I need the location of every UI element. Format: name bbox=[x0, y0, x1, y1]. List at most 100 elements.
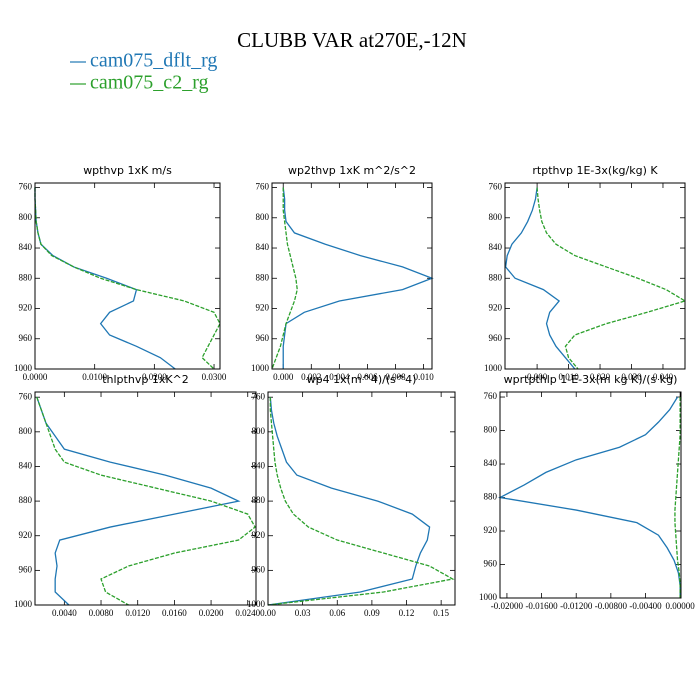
x-tick-label: -0.02000 bbox=[491, 601, 524, 611]
x-tick-label: -0.00400 bbox=[629, 601, 662, 611]
x-tick-label: 0.03 bbox=[295, 608, 311, 618]
plot-frame bbox=[499, 391, 682, 599]
x-tick-label: 0.0100 bbox=[82, 372, 107, 382]
x-tick-label: 0.002 bbox=[301, 372, 321, 382]
x-tick-label: 0.020 bbox=[590, 372, 611, 382]
y-tick-label: 840 bbox=[484, 458, 498, 468]
y-tick-label: 800 bbox=[489, 212, 503, 222]
y-tick-label: 840 bbox=[19, 242, 33, 252]
y-tick-label: 760 bbox=[484, 391, 498, 401]
series-line bbox=[282, 187, 434, 369]
y-tick-label: 960 bbox=[489, 333, 503, 343]
x-tick-label: 0.030 bbox=[621, 372, 642, 382]
y-tick-label: 800 bbox=[256, 212, 270, 222]
panel-title: rtpthvp 1E-3x(kg/kg) K bbox=[532, 164, 658, 177]
figure-title: CLUBB VAR at270E,-12N bbox=[237, 28, 467, 52]
x-tick-label: -0.00800 bbox=[595, 601, 628, 611]
x-tick-label: 0.09 bbox=[364, 608, 380, 618]
x-tick-label: 0.004 bbox=[329, 372, 350, 382]
y-tick-label: 840 bbox=[252, 461, 266, 471]
plot-frame bbox=[267, 391, 456, 606]
y-tick-label: 920 bbox=[484, 525, 498, 535]
y-tick-label: 760 bbox=[256, 182, 270, 192]
y-tick-label: 1000 bbox=[14, 599, 33, 609]
series-line bbox=[504, 187, 576, 370]
x-tick-label: 0.010 bbox=[413, 372, 434, 382]
y-tick-label: 840 bbox=[489, 242, 503, 252]
y-tick-label: 1000 bbox=[247, 599, 266, 609]
x-tick-label: -0.01600 bbox=[525, 601, 558, 611]
x-tick-label: 0.00000 bbox=[666, 601, 696, 611]
y-tick-label: 1000 bbox=[479, 592, 498, 602]
y-tick-label: 880 bbox=[252, 495, 266, 505]
x-tick-label: 0.15 bbox=[433, 608, 449, 618]
series-line bbox=[674, 397, 681, 598]
y-tick-label: 1000 bbox=[484, 363, 503, 373]
y-tick-label: 880 bbox=[489, 272, 503, 282]
y-tick-label: 800 bbox=[484, 425, 498, 435]
y-tick-label: 760 bbox=[19, 391, 33, 401]
y-tick-label: 960 bbox=[19, 333, 33, 343]
x-tick-label: 0.006 bbox=[357, 372, 378, 382]
x-tick-label: 0.0240 bbox=[235, 608, 260, 618]
x-tick-label: 0.0080 bbox=[89, 608, 114, 618]
y-tick-label: 960 bbox=[252, 564, 266, 574]
series-line bbox=[36, 396, 241, 606]
y-tick-label: 880 bbox=[484, 492, 498, 502]
x-tick-label: 0.040 bbox=[653, 372, 674, 382]
series-line bbox=[36, 396, 256, 606]
y-tick-label: 840 bbox=[19, 461, 33, 471]
series-line bbox=[271, 187, 298, 370]
legend-label: cam075_c2_rg bbox=[90, 72, 209, 94]
x-tick-label: 0.0040 bbox=[52, 608, 77, 618]
series-line bbox=[267, 397, 455, 606]
panel-title: thlpthvp 1xK^2 bbox=[102, 373, 189, 386]
y-tick-label: 920 bbox=[489, 303, 503, 313]
x-tick-label: 0.0300 bbox=[202, 372, 227, 382]
y-tick-label: 760 bbox=[252, 391, 266, 401]
y-tick-label: 920 bbox=[19, 530, 33, 540]
y-tick-label: 960 bbox=[484, 559, 498, 569]
x-tick-label: 0.06 bbox=[329, 608, 345, 618]
y-tick-label: 920 bbox=[252, 530, 266, 540]
x-tick-label: 0.0000 bbox=[23, 372, 48, 382]
y-tick-label: 1000 bbox=[14, 363, 33, 373]
y-tick-label: 800 bbox=[252, 426, 266, 436]
y-tick-label: 840 bbox=[256, 242, 270, 252]
series-line bbox=[497, 396, 681, 598]
plot-frame bbox=[34, 391, 257, 606]
panel-title: wpthvp 1xK m/s bbox=[83, 164, 172, 177]
x-tick-label: 0.000 bbox=[273, 372, 294, 382]
x-tick-label: 0.010 bbox=[558, 372, 579, 382]
x-tick-label: 0.0200 bbox=[199, 608, 224, 618]
y-tick-label: 1000 bbox=[251, 363, 270, 373]
y-tick-label: 760 bbox=[489, 182, 503, 192]
y-tick-label: 960 bbox=[256, 333, 270, 343]
plot-frame bbox=[34, 182, 221, 370]
y-tick-label: 920 bbox=[256, 303, 270, 313]
panel-title: wp4 1x(m^4)/(s^4) bbox=[307, 373, 417, 386]
x-tick-label: 0.000 bbox=[527, 372, 548, 382]
plot-frame bbox=[504, 182, 686, 370]
y-tick-label: 760 bbox=[19, 182, 33, 192]
x-tick-label: 0.00 bbox=[260, 608, 276, 618]
y-tick-label: 880 bbox=[19, 495, 33, 505]
series-line bbox=[267, 397, 431, 606]
series-line bbox=[536, 187, 687, 370]
y-tick-label: 960 bbox=[19, 564, 33, 574]
panel-title: wp2thvp 1xK m^2/s^2 bbox=[288, 164, 416, 177]
series-line bbox=[34, 187, 221, 370]
y-tick-label: 880 bbox=[256, 272, 270, 282]
x-tick-label: 0.0200 bbox=[142, 372, 167, 382]
x-tick-label: 0.008 bbox=[385, 372, 406, 382]
legend-label: cam075_dflt_rg bbox=[90, 50, 217, 72]
y-tick-label: 880 bbox=[19, 272, 33, 282]
y-tick-label: 800 bbox=[19, 212, 33, 222]
x-tick-label: -0.01200 bbox=[560, 601, 593, 611]
series-line bbox=[34, 187, 176, 370]
y-tick-label: 920 bbox=[19, 303, 33, 313]
y-tick-label: 800 bbox=[19, 426, 33, 436]
plot-frame bbox=[271, 182, 433, 370]
x-tick-label: 0.12 bbox=[399, 608, 415, 618]
